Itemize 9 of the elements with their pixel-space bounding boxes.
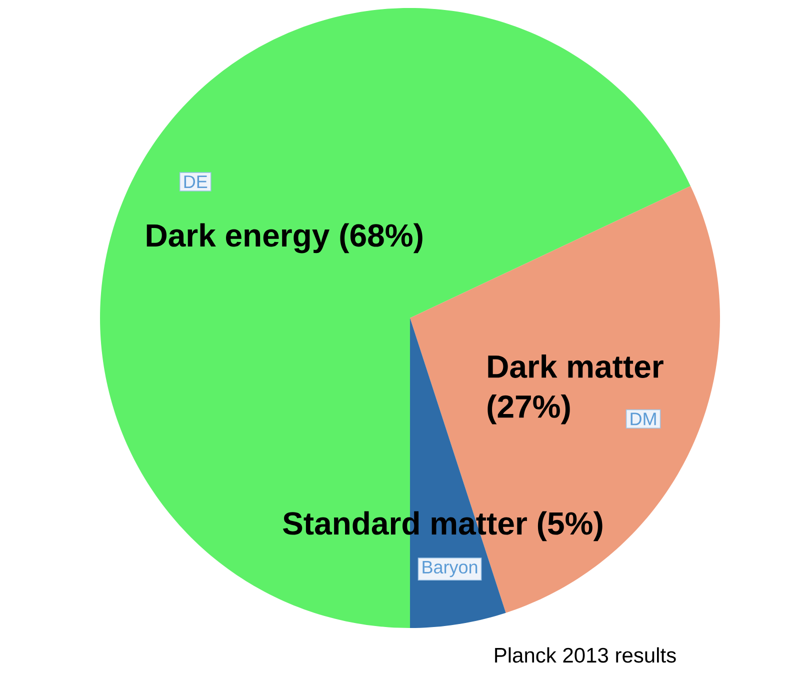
text: DE bbox=[184, 176, 208, 188]
text: Baryon bbox=[422, 560, 478, 578]
data-label: (68%) bbox=[340, 223, 422, 254]
data-label: (5%) bbox=[538, 511, 602, 542]
text: DM bbox=[630, 412, 656, 426]
data-label: (27%) bbox=[488, 394, 570, 424]
slice-label: Dark matter bbox=[488, 354, 664, 378]
text: Planck 2013 results bbox=[495, 647, 676, 663]
slice-label: Dark energy bbox=[146, 223, 330, 254]
